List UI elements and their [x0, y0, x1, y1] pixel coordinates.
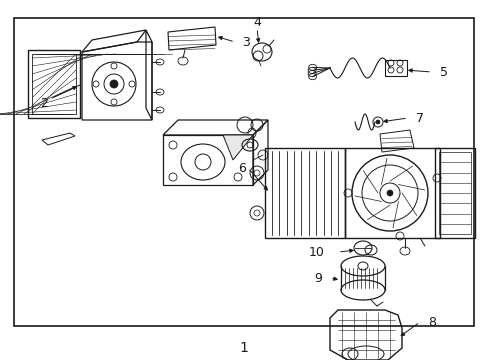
Text: 3: 3: [242, 36, 249, 49]
Bar: [438, 152, 470, 234]
Bar: [14, 18, 473, 326]
Bar: [384, 60, 406, 76]
Ellipse shape: [386, 190, 392, 196]
Ellipse shape: [375, 120, 379, 124]
Text: 8: 8: [427, 315, 435, 328]
Text: 9: 9: [313, 271, 321, 284]
Text: 2: 2: [40, 96, 48, 109]
Text: 5: 5: [439, 66, 447, 78]
Text: 6: 6: [238, 162, 245, 175]
Polygon shape: [223, 135, 252, 160]
Text: 10: 10: [308, 246, 325, 258]
Bar: [434, 148, 474, 238]
Bar: [264, 148, 345, 238]
Ellipse shape: [110, 80, 118, 88]
Text: 7: 7: [415, 112, 423, 125]
Text: 4: 4: [253, 15, 261, 28]
Text: 1: 1: [239, 341, 248, 355]
